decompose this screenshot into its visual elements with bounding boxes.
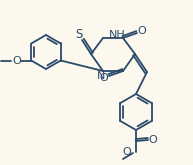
Text: S: S <box>75 29 83 42</box>
Text: O: O <box>138 26 146 36</box>
Text: O: O <box>12 55 21 66</box>
Text: O: O <box>122 147 131 157</box>
Text: O: O <box>149 135 157 145</box>
Text: O: O <box>100 73 108 83</box>
Text: N: N <box>97 71 105 81</box>
Text: NH: NH <box>109 30 126 40</box>
